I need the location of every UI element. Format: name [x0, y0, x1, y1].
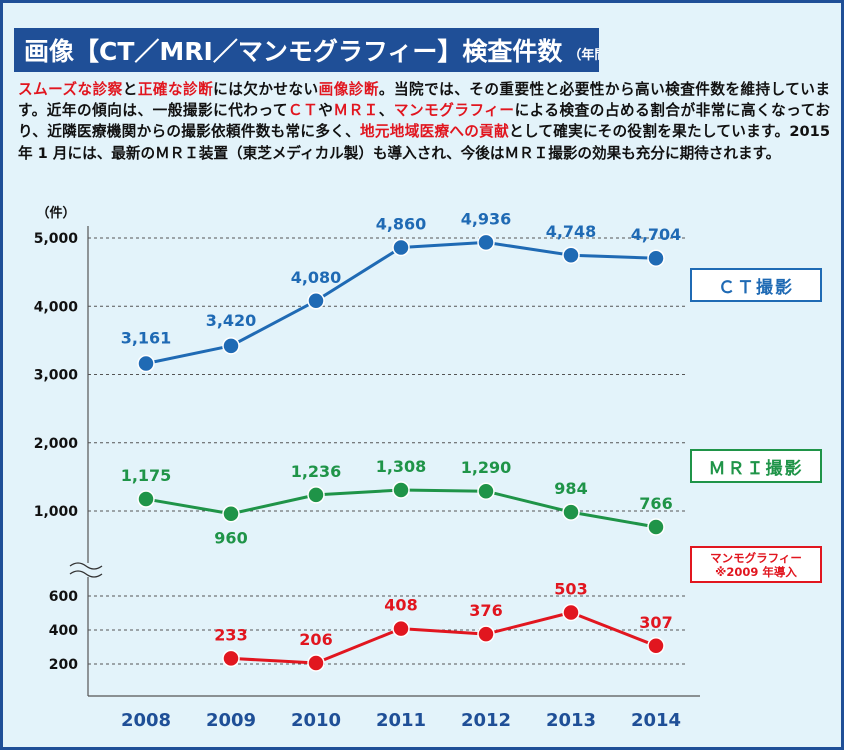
x-tick-label: 2011 — [376, 710, 426, 731]
y-tick-label: 3,000 — [34, 368, 79, 384]
ct-data-point — [137, 354, 155, 373]
highlight-accurate-diagnosis: 正確な診断 — [137, 81, 214, 98]
mri-data-point — [562, 503, 580, 521]
mri-data-label: 1,290 — [461, 458, 512, 477]
axis-break-mark — [69, 570, 103, 578]
intro-text: による検査の占める割合が非常に高くなっており、近隣医療機関からの撮影依頼件数も常… — [18, 102, 830, 141]
mammo-data-point — [562, 603, 580, 622]
intro-text: と — [122, 81, 138, 98]
chart-title: 画像【CT／MRI／マンモグラフィー】検査件数 — [24, 37, 563, 66]
intro-paragraph: スムーズな診察と正確な診断には欠かせない画像診断。当院では、その重要性と必要性か… — [18, 79, 830, 164]
ct-data-label: 4,080 — [291, 268, 342, 287]
y-tick-label: 600 — [49, 589, 78, 605]
highlight-smooth-exam: スムーズな診察 — [18, 81, 123, 98]
mri-data-label: 1,236 — [291, 462, 342, 481]
mammo-data-point — [307, 654, 325, 672]
ct-data-label: 4,860 — [376, 215, 427, 234]
intro-text: として確実にその役割を果たしています。2015 年 1 月には、最新のＭＲＩ装置… — [18, 123, 830, 162]
ct-data-label: 3,161 — [121, 329, 172, 348]
x-tick-label: 2010 — [291, 710, 341, 731]
intro-text: 、 — [378, 102, 394, 120]
y-tick-label: 4,000 — [34, 299, 79, 315]
legend-ct-label: ＣＴ撮影 — [718, 277, 794, 298]
highlight-mammography: マンモグラフィー — [393, 102, 515, 120]
intro-text: には欠かせない — [213, 81, 319, 98]
ct-data-point — [647, 249, 665, 267]
highlight-ct: ＣＴ — [288, 102, 319, 120]
mammo-data-label: 233 — [214, 625, 247, 644]
ct-data-label: 4,936 — [461, 209, 512, 228]
mri-data-label: 1,308 — [376, 457, 427, 476]
x-tick-label: 2009 — [206, 710, 256, 731]
mammo-data-point — [222, 649, 240, 668]
ct-data-point — [392, 238, 410, 257]
ct-data-point — [307, 292, 325, 310]
mri-data-point — [222, 504, 240, 523]
intro-text: や — [318, 102, 334, 120]
legend-mammography: マンモグラフィー ※2009 年導入 — [690, 546, 822, 583]
y-tick-label: 200 — [49, 657, 78, 673]
y-tick-label: 2,000 — [34, 436, 79, 452]
ct-data-label: 4,748 — [546, 222, 597, 241]
legend-mri: ＭＲＩ撮影 — [690, 449, 822, 483]
ct-data-label: 4,704 — [631, 225, 682, 244]
mammo-data-label: 376 — [469, 601, 502, 620]
ct-data-point — [562, 246, 580, 264]
mri-data-point — [307, 486, 325, 504]
axis-break-mark — [69, 562, 103, 570]
legend-mri-label: ＭＲＩ撮影 — [708, 458, 804, 479]
title-bar: 画像【CT／MRI／マンモグラフィー】検査件数 （年間） — [14, 28, 599, 72]
mri-data-point — [477, 482, 495, 500]
mammo-data-label: 408 — [384, 596, 417, 615]
ct-data-point — [222, 337, 240, 355]
x-tick-label: 2014 — [631, 710, 681, 731]
highlight-mri: ＭＲＩ — [333, 102, 379, 120]
mri-data-point — [392, 481, 410, 499]
chart-subtitle: （年間） — [568, 47, 599, 63]
mri-data-point — [647, 518, 665, 536]
mammo-data-point — [477, 625, 495, 643]
y-tick-label: 1,000 — [34, 504, 79, 520]
y-tick-label: 400 — [49, 623, 78, 639]
ct-data-label: 3,420 — [206, 311, 257, 330]
highlight-regional-contribution: 地元地域医療への貢献 — [360, 123, 509, 141]
mri-data-label: 766 — [639, 494, 672, 513]
y-tick-label: 5,000 — [34, 231, 79, 247]
mammo-data-label: 206 — [299, 630, 332, 649]
mammo-data-label: 503 — [554, 579, 587, 598]
y-axis-unit: （件） — [36, 205, 75, 221]
legend-mammography-note: ※2009 年導入 — [715, 564, 797, 579]
mammo-data-point — [392, 619, 410, 638]
x-tick-label: 2012 — [461, 710, 511, 731]
x-tick-label: 2008 — [121, 710, 171, 731]
mri-data-label: 1,175 — [121, 466, 172, 485]
mri-data-label: 960 — [214, 529, 247, 548]
mammo-data-label: 307 — [639, 613, 672, 632]
highlight-image-diagnosis: 画像診断 — [318, 81, 379, 98]
mri-data-point — [137, 490, 155, 508]
legend-ct: ＣＴ撮影 — [690, 268, 822, 302]
legend-mammography-label: マンモグラフィー — [710, 550, 802, 565]
mammo-data-point — [647, 637, 665, 655]
intro-text: 。当院では、その重要性と必要性から高い検査件数を維持しています。近年の傾向は、一… — [18, 81, 830, 120]
x-tick-label: 2013 — [546, 710, 596, 731]
mri-data-label: 984 — [554, 479, 587, 498]
ct-data-point — [477, 233, 495, 252]
mammo-series-line — [230, 610, 657, 665]
